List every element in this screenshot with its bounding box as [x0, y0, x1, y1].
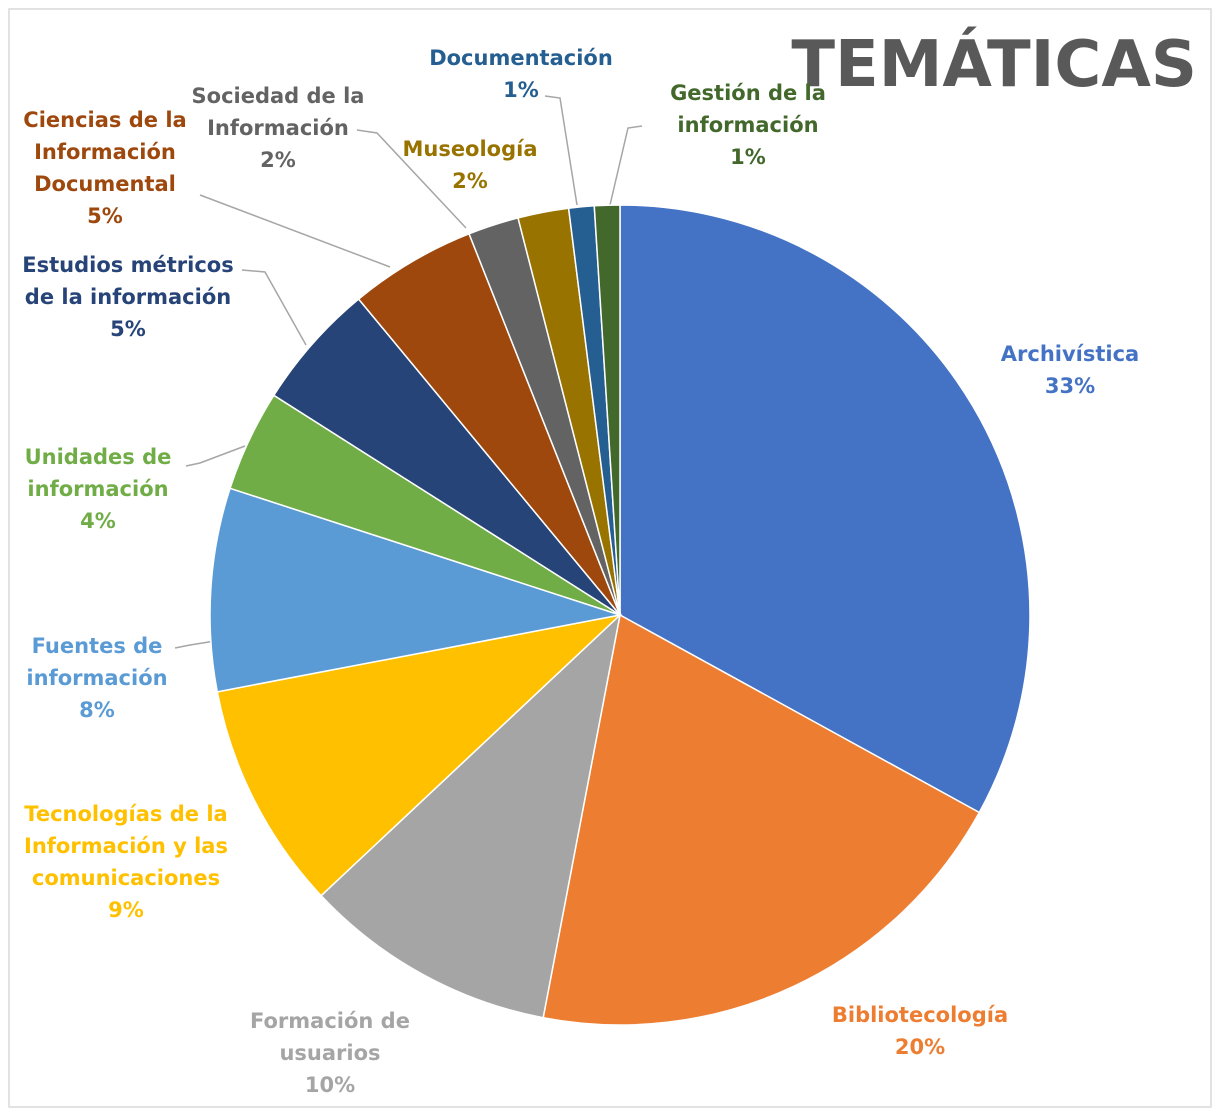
- pie-slice: [593, 204, 621, 616]
- pie-slice: [209, 487, 621, 693]
- pie-slice: [619, 204, 1031, 814]
- category-label: Unidades de información: [24, 445, 172, 501]
- category-label: Formación de usuarios: [250, 1009, 410, 1065]
- value-label: 4%: [80, 509, 116, 533]
- data-label: Sociedad de la Información 2%: [181, 80, 376, 176]
- value-label: 1%: [503, 78, 539, 102]
- leader-line: [185, 445, 246, 467]
- category-label: Estudios métricos de la información: [22, 253, 234, 309]
- data-label: Gestión de la información 1%: [653, 77, 843, 173]
- category-label: Museología: [402, 137, 538, 161]
- category-label: Bibliotecología: [831, 1003, 1009, 1027]
- value-label: 1%: [730, 145, 766, 169]
- category-label: Gestión de la información: [670, 81, 826, 137]
- pie-slice: [542, 613, 981, 1026]
- value-label: 5%: [87, 204, 123, 228]
- value-label: 33%: [1044, 374, 1096, 398]
- chart-title: TEMÁTICAS: [791, 28, 1197, 102]
- leader-line: [199, 194, 391, 268]
- category-label: Archivística: [1000, 342, 1140, 366]
- leader-line: [174, 640, 216, 649]
- data-label: Unidades de información 4%: [6, 441, 191, 537]
- data-label: Formación de usuarios 10%: [230, 1005, 430, 1101]
- pie-slice: [216, 613, 623, 897]
- category-label: Sociedad de la Información: [191, 84, 365, 140]
- value-label: 9%: [108, 898, 144, 922]
- value-label: 5%: [110, 317, 146, 341]
- value-label: 2%: [452, 169, 488, 193]
- leader-line: [356, 129, 467, 229]
- data-label: Archivística 33%: [960, 338, 1180, 402]
- data-label: Bibliotecología 20%: [800, 999, 1040, 1063]
- value-label: 2%: [260, 148, 296, 172]
- value-label: 8%: [79, 698, 115, 722]
- leader-line: [609, 125, 643, 206]
- value-label: 20%: [894, 1035, 946, 1059]
- pie: [209, 204, 1031, 1026]
- category-label: Documentación: [429, 46, 613, 70]
- data-label: Museología 2%: [380, 133, 560, 197]
- category-label: Tecnologías de la Información y las comu…: [24, 802, 228, 890]
- value-label: 10%: [304, 1073, 356, 1097]
- data-label: Ciencias de la Información Documental 5%: [13, 104, 198, 232]
- data-label: Tecnologías de la Información y las comu…: [9, 798, 244, 926]
- data-label: Fuentes de información 8%: [15, 630, 180, 726]
- category-label: Fuentes de información: [26, 634, 168, 690]
- data-label: Documentación 1%: [406, 42, 636, 106]
- category-label: Ciencias de la Información Documental: [23, 108, 187, 196]
- chart-frame: [8, 8, 1212, 1108]
- leader-line: [241, 269, 307, 346]
- leader-line: [544, 95, 578, 206]
- data-label: Estudios métricos de la información 5%: [13, 249, 243, 345]
- pie-slice: [320, 612, 622, 1019]
